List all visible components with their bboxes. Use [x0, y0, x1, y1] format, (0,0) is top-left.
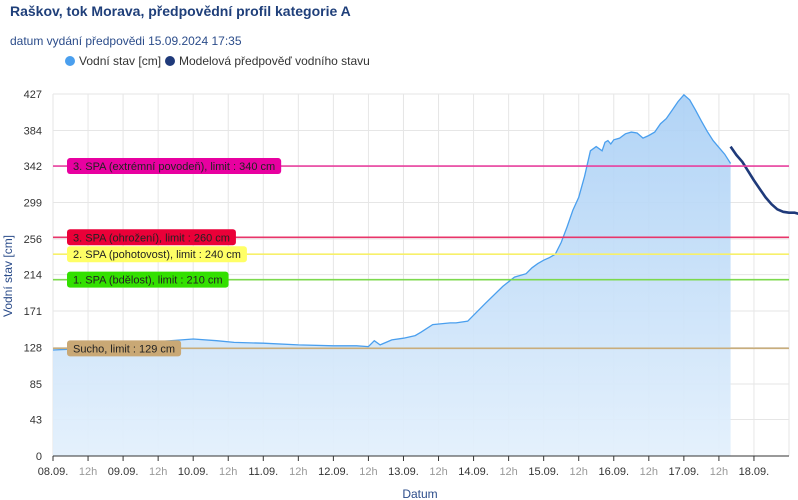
x-tick-label-14: 15.09.: [528, 466, 559, 478]
x-tick-label-2: 09.09.: [108, 466, 139, 478]
threshold-label-box-2: [67, 246, 247, 263]
x-tick-label-7: 12h: [289, 466, 307, 478]
threshold-label-box-1: [67, 229, 236, 246]
threshold-label-4[interactable]: Sucho, limit : 129 cm: [67, 340, 182, 357]
threshold-label-box-3: [67, 271, 229, 288]
legend-label-0[interactable]: Vodní stav [cm]: [79, 54, 161, 68]
y-tick-label-3: 128: [24, 342, 42, 354]
x-tick-label-20: 18.09.: [739, 466, 770, 478]
x-tick-label-12: 14.09.: [458, 466, 489, 478]
y-tick-label-2: 85: [30, 379, 42, 391]
legend-label-1[interactable]: Modelová předpověď vodního stavu: [179, 54, 370, 68]
forecast-line[interactable]: [729, 145, 798, 235]
x-axis-title: Datum: [402, 487, 437, 500]
y-axis-title: Vodní stav [cm]: [1, 235, 15, 317]
water-level-area: [53, 94, 731, 457]
threshold-label-text-1: 3. SPA (ohrožení), limit : 260 cm: [73, 232, 230, 244]
x-tick-label-10: 13.09.: [388, 466, 419, 478]
axes: 0 43 85 128 171 214 256 299 342 384 427 08.09. 12h 09…: [24, 89, 789, 478]
x-tick-label-3: 12h: [149, 466, 167, 478]
chart-subtitle: datum vydání předpovědi 15.09.2024 17:35: [10, 34, 242, 48]
x-tick-label-9: 12h: [359, 466, 377, 478]
y-tick-label-4: 171: [24, 306, 42, 318]
chart-title: Raškov, tok Morava, předpovědní profil k…: [10, 3, 351, 19]
x-tick-label-17: 12h: [640, 466, 658, 478]
x-tick-label-11: 12h: [429, 466, 447, 478]
y-tick-label-7: 299: [24, 198, 42, 210]
x-tick-label-15: 12h: [570, 466, 588, 478]
y-tick-label-10: 427: [24, 89, 42, 101]
y-tick-label-1: 43: [30, 415, 42, 427]
threshold-label-text-4: Sucho, limit : 129 cm: [73, 343, 175, 355]
x-tick-label-13: 12h: [499, 466, 517, 478]
x-tick-label-6: 11.09.: [248, 466, 278, 478]
threshold-label-2[interactable]: 2. SPA (pohotovost), limit : 240 cm: [67, 246, 247, 263]
legend: Vodní stav [cm] Modelová předpověď vodníh…: [65, 54, 370, 68]
legend-marker-0: [65, 56, 75, 66]
x-tick-label-8: 12.09.: [318, 466, 349, 478]
x-tick-label-19: 12h: [710, 466, 728, 478]
x-tick-label-0: 08.09.: [38, 466, 69, 478]
x-tick-label-16: 16.09.: [598, 466, 629, 478]
threshold-label-0[interactable]: 3. SPA (extrémní povodeň), limit : 340 c…: [67, 158, 282, 175]
y-tick-label-6: 256: [24, 234, 42, 246]
threshold-label-box-0: [67, 158, 282, 175]
y-tick-label-9: 384: [24, 125, 42, 137]
threshold-label-text-0: 3. SPA (extrémní povodeň), limit : 340 c…: [73, 161, 275, 173]
y-tick-label-0: 0: [36, 451, 42, 463]
x-tick-label-1: 12h: [79, 466, 97, 478]
threshold-label-3[interactable]: 1. SPA (bdělost), limit : 210 cm: [67, 271, 229, 288]
threshold-label-text-3: 1. SPA (bdělost), limit : 210 cm: [73, 275, 223, 287]
x-tick-label-5: 12h: [219, 466, 237, 478]
threshold-label-1[interactable]: 3. SPA (ohrožení), limit : 260 cm: [67, 229, 236, 246]
thresholds: 3. SPA (extrémní povodeň), limit : 340 c…: [53, 158, 789, 357]
threshold-label-box-4: [67, 340, 182, 357]
y-tick-label-5: 214: [24, 270, 42, 282]
y-tick-label-8: 342: [24, 161, 42, 173]
x-tick-label-4: 10.09.: [178, 466, 209, 478]
legend-marker-1: [165, 56, 175, 66]
x-tick-label-18: 17.09.: [669, 466, 700, 478]
threshold-label-text-2: 2. SPA (pohotovost), limit : 240 cm: [73, 249, 241, 261]
